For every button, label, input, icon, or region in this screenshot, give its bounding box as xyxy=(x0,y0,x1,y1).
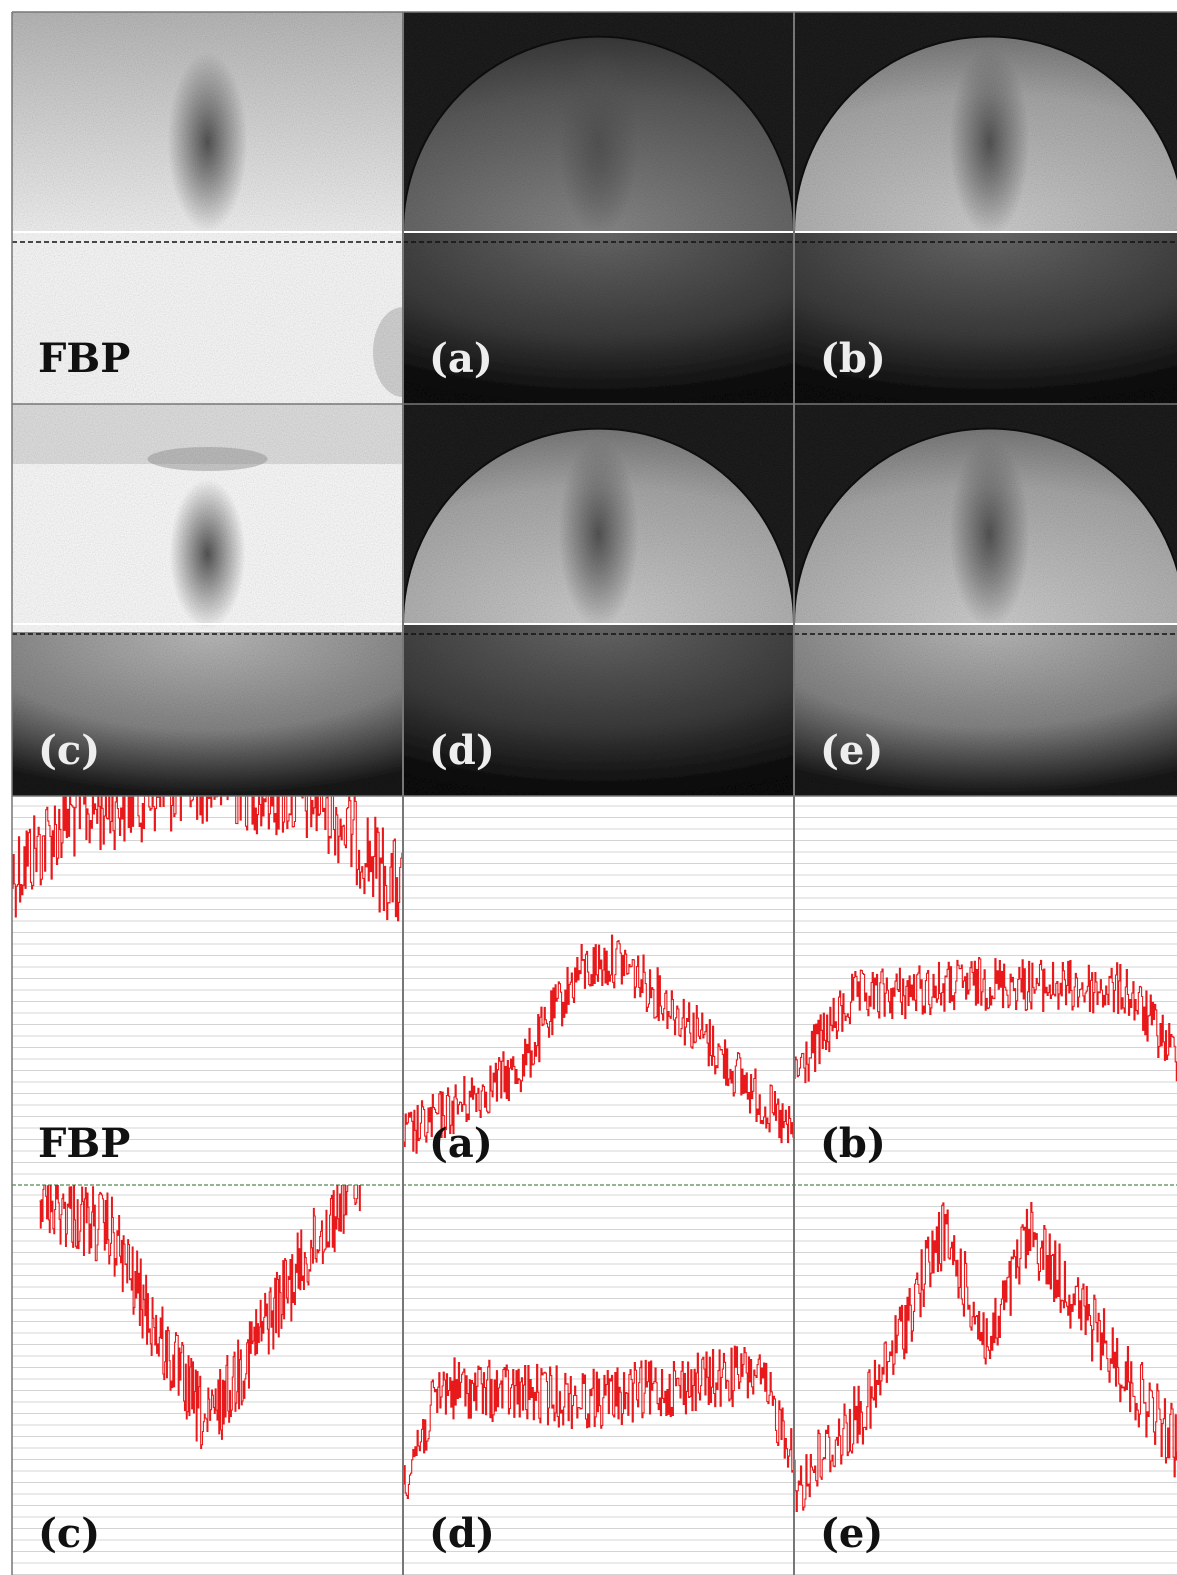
object xyxy=(949,439,1030,629)
panel: FBP xyxy=(12,796,403,1185)
panel-label: (b) xyxy=(820,335,886,382)
panel-label: FBP xyxy=(38,335,130,382)
panel: (a) xyxy=(403,12,794,404)
plot-bg xyxy=(12,1185,403,1575)
object xyxy=(558,439,639,629)
artifact xyxy=(373,307,403,397)
image-bottom xyxy=(794,624,1177,796)
panel: (b) xyxy=(794,12,1177,404)
panel-label: (a) xyxy=(429,1120,493,1167)
panel: (c) xyxy=(12,1185,403,1575)
image xyxy=(794,12,1177,404)
image xyxy=(403,12,794,404)
panel-label: (d) xyxy=(429,727,495,774)
profile-trace xyxy=(12,796,403,922)
panel-label: FBP xyxy=(38,1120,130,1167)
panel-label: (e) xyxy=(820,1510,883,1557)
panel: (a) xyxy=(403,796,794,1185)
panel-label: (d) xyxy=(429,1510,495,1557)
dome-edge xyxy=(403,35,794,233)
image xyxy=(12,404,403,796)
dome-edge xyxy=(403,427,794,625)
panel: (e) xyxy=(794,404,1177,796)
object xyxy=(949,47,1030,237)
image-bottom xyxy=(12,232,403,404)
object-top xyxy=(147,447,268,471)
image-bottom xyxy=(403,624,794,796)
image-bottom xyxy=(794,232,1177,404)
panel-label: (e) xyxy=(820,727,883,774)
plot-bg xyxy=(794,1185,1177,1575)
panel-label: (a) xyxy=(429,335,493,382)
panel-label: (b) xyxy=(820,1120,886,1167)
panel-label: (c) xyxy=(38,727,100,774)
image-bottom xyxy=(403,232,794,404)
profile-trace xyxy=(794,957,1177,1084)
image xyxy=(794,404,1177,796)
panel: (b) xyxy=(794,796,1177,1185)
profile-trace xyxy=(794,1201,1177,1513)
dome-edge xyxy=(794,427,1177,625)
image xyxy=(403,404,794,796)
panel-label: (c) xyxy=(38,1510,100,1557)
profile-trace xyxy=(403,1345,794,1499)
object xyxy=(558,47,639,237)
panel: (c) xyxy=(12,404,403,796)
panel: FBP xyxy=(12,12,403,404)
profile-trace xyxy=(39,1185,361,1449)
image-bottom xyxy=(12,632,403,796)
image xyxy=(12,12,403,404)
dome-edge xyxy=(794,35,1177,233)
object xyxy=(167,52,248,232)
panel: (d) xyxy=(403,404,794,796)
profile-trace xyxy=(403,934,794,1154)
object xyxy=(169,479,246,629)
panel: (e) xyxy=(794,1185,1177,1575)
panel: (d) xyxy=(403,1185,794,1575)
